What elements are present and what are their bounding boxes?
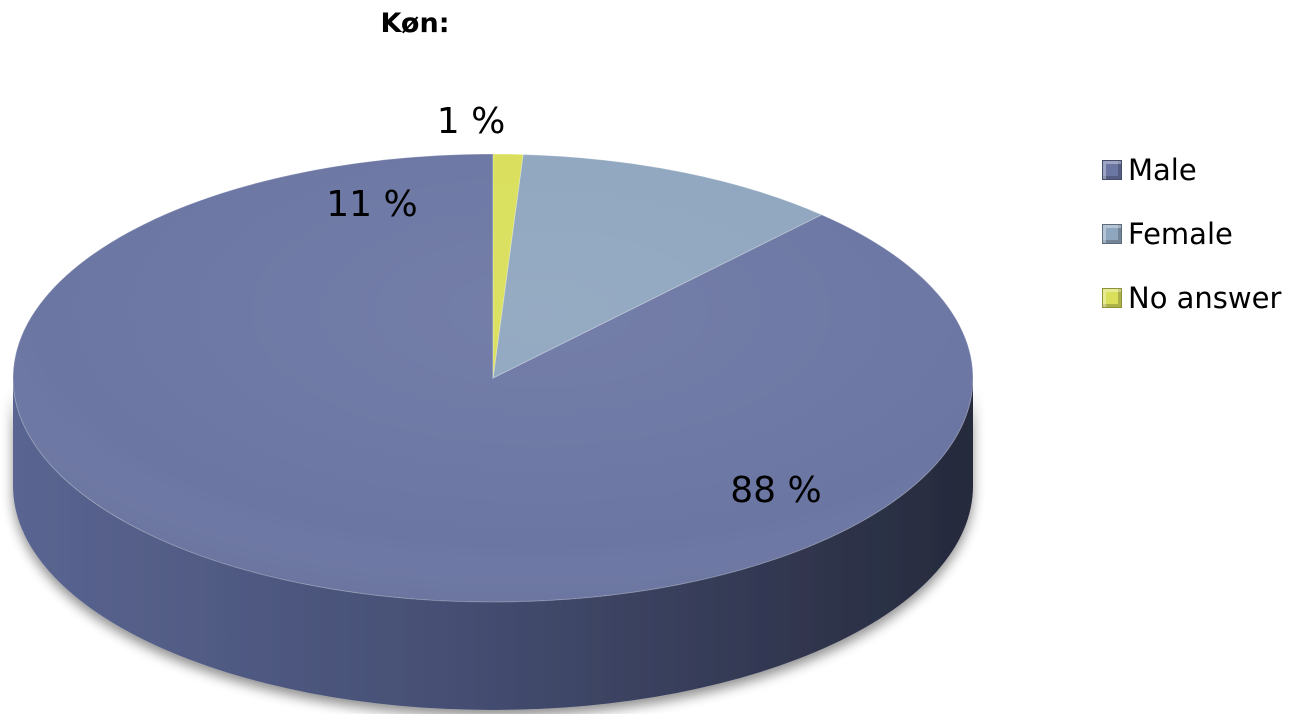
pie-body — [13, 378, 973, 710]
legend-swatch — [1102, 160, 1122, 180]
legend-label: Male — [1128, 153, 1197, 187]
chart-title: Køn: — [380, 8, 450, 39]
pie-data-labels: 88 % 11 % 1 % — [326, 101, 821, 511]
data-label-male: 88 % — [730, 470, 821, 511]
data-label-no-answer: 1 % — [437, 101, 506, 142]
legend-label: Female — [1128, 217, 1233, 251]
legend-item-no-answer: No answer — [1102, 266, 1281, 330]
legend-swatch — [1102, 288, 1122, 308]
legend-label: No answer — [1128, 281, 1282, 315]
legend: Male Female No answer — [1102, 138, 1281, 330]
pie-side — [13, 378, 973, 710]
legend-swatch — [1102, 224, 1122, 244]
legend-item-female: Female — [1102, 202, 1281, 266]
data-label-female: 11 % — [326, 184, 417, 225]
legend-item-male: Male — [1102, 138, 1281, 202]
pie-slices — [12, 153, 974, 603]
